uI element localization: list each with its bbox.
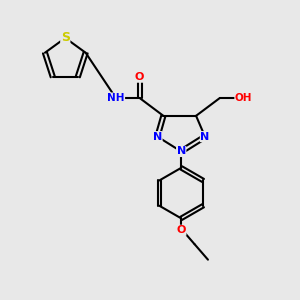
- Text: N: N: [200, 132, 210, 142]
- Text: N: N: [153, 132, 162, 142]
- Text: OH: OH: [235, 93, 252, 103]
- Text: N: N: [177, 146, 186, 157]
- Text: O: O: [176, 225, 186, 235]
- Text: NH: NH: [107, 93, 124, 103]
- Text: O: O: [135, 72, 144, 82]
- Text: S: S: [61, 32, 70, 44]
